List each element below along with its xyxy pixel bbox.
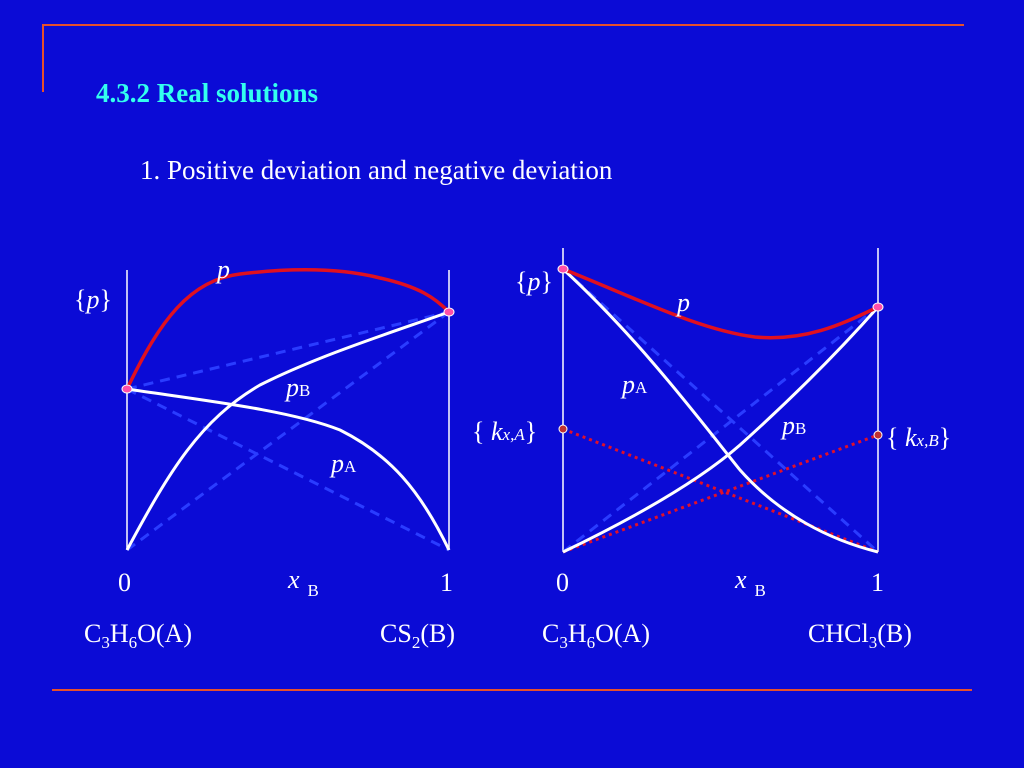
pB-curve — [562, 306, 880, 554]
left-rule — [42, 24, 44, 92]
right-top-marker — [872, 302, 884, 312]
y-axis-label: {p} — [74, 285, 112, 314]
formula-text: O(A) — [137, 619, 192, 648]
pA-curve — [561, 267, 879, 554]
formula-text: H — [568, 619, 587, 648]
raoult-line-a — [126, 387, 450, 552]
component-b-label: CHCl3(B) — [808, 619, 912, 652]
right-endpoint-marker — [443, 307, 455, 317]
raoult-line-total — [126, 310, 450, 391]
pA-label: pA — [329, 449, 357, 478]
pB-label: pB — [284, 373, 310, 402]
left-endpoint-marker — [121, 384, 133, 394]
formula-text: (B) — [420, 619, 455, 648]
component-a-label: C3H6O(A) — [542, 619, 650, 652]
total-pressure-curve — [562, 267, 879, 340]
formula-subscript: 3 — [559, 633, 568, 652]
formula-text: C — [84, 619, 101, 648]
total-pressure-label: p — [675, 288, 690, 317]
formula-subscript: 3 — [101, 633, 110, 652]
total-pressure-curve — [125, 268, 451, 390]
x-tick-right: 1 — [871, 568, 884, 597]
bottom-rule — [52, 689, 972, 691]
pA-curve — [126, 387, 451, 551]
pA-label: pA — [620, 370, 648, 399]
pB-label: pB — [780, 411, 806, 440]
slide-title: 4.3.2 Real solutions — [96, 78, 319, 108]
raoult-line-b — [126, 310, 450, 552]
component-b-label: CS2(B) — [380, 619, 455, 652]
x-tick-left: 0 — [118, 568, 131, 597]
total-pressure-label: p — [215, 255, 230, 284]
henry-left-marker — [558, 424, 568, 434]
henry-label-a: { kx,A} — [472, 417, 537, 446]
formula-text: C — [542, 619, 559, 648]
henry-line-a — [562, 427, 879, 554]
formula-text: H — [110, 619, 129, 648]
formula-subscript: 3 — [869, 633, 878, 652]
formula-text: CS — [380, 619, 412, 648]
formula-text: (B) — [877, 619, 912, 648]
raoult-line-b — [562, 305, 879, 554]
formula-subscript: 6 — [587, 633, 596, 652]
x-tick-left: 0 — [556, 568, 569, 597]
x-tick-right: 1 — [440, 568, 453, 597]
pB-curve — [125, 310, 450, 551]
raoult-line-a — [561, 267, 880, 554]
slide-subtitle: 1. Positive deviation and negative devia… — [140, 155, 613, 185]
left-top-marker — [557, 264, 569, 274]
formula-text: CHCl — [808, 619, 869, 648]
formula-text: O(A) — [595, 619, 650, 648]
formula-subscript: 6 — [129, 633, 138, 652]
formula-subscript: 2 — [412, 633, 421, 652]
component-a-label: C3H6O(A) — [84, 619, 192, 652]
top-rule — [42, 24, 964, 26]
y-axis-label: {p} — [515, 267, 553, 296]
henry-line-b — [562, 433, 879, 554]
henry-label-b: { kx,B} — [886, 423, 951, 452]
henry-right-marker — [873, 430, 883, 440]
